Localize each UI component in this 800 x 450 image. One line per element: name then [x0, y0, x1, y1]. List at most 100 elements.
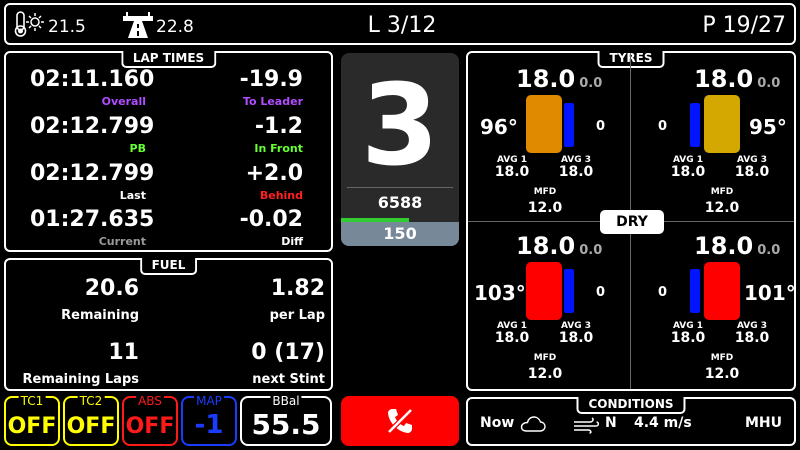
brake-rr-value: 0: [658, 285, 668, 300]
tyre-fr-avg1-label: AVG 1: [672, 155, 704, 165]
brake-balance-value: 55.5: [251, 408, 321, 441]
lap-times-title: LAP TIMES: [120, 51, 217, 68]
tyre-fr-mfd-label: MFD: [710, 187, 734, 197]
to-leader-label: To Leader: [242, 95, 303, 108]
tyre-fr-pressure: 18.0 0.0: [694, 65, 781, 93]
remaining-laps-value: 11: [108, 340, 139, 365]
tyres-panel: TYRES 18.0 0.0 96° 0 AVG 1 18.0 AVG 3 18.…: [466, 51, 796, 391]
fuel-per-lap-label: per Lap: [269, 308, 325, 323]
in-front-gap: -1.2: [254, 114, 303, 139]
top-bar: 21.5 22.8 L 3/12 P 19/27: [4, 3, 796, 45]
tyre-rl-mfd-label: MFD: [533, 353, 557, 363]
session-code: MHU: [744, 415, 782, 431]
brake-balance-label: BBal: [270, 394, 302, 408]
wind-icon: [574, 417, 600, 434]
tc2-value: OFF: [66, 414, 116, 439]
tyre-rr-avg1-value: 18.0: [670, 330, 706, 346]
fuel-remaining-label: Remaining: [61, 308, 139, 323]
fuel-title: FUEL: [139, 258, 198, 275]
tyre-rr-pressure: 18.0 0.0: [694, 232, 781, 260]
phone-off-icon: [386, 407, 414, 435]
tyre-rl-temperature: 103°: [474, 281, 526, 305]
brake-balance-box: BBal 55.5: [240, 394, 332, 446]
tyre-rl-avg3-value: 18.0: [558, 330, 594, 346]
rpm-value: 6588: [377, 193, 423, 212]
tyre-fl-avg1-label: AVG 1: [496, 155, 528, 165]
tyre-fr-mfd-value: 12.0: [704, 200, 740, 216]
radio-button[interactable]: [341, 396, 459, 446]
gear-divider: [347, 187, 453, 188]
conditions-now-label: Now: [480, 415, 515, 431]
tyre-fr-body: [704, 95, 740, 153]
lap-counter: L 3/12: [367, 13, 437, 38]
overall-label: Overall: [101, 95, 146, 108]
brake-rl-indicator: [564, 269, 574, 313]
tyre-rr-avg3-label: AVG 3: [736, 321, 768, 331]
tyre-compound-badge: DRY: [600, 210, 664, 234]
tyre-rl-mfd-value: 12.0: [527, 366, 563, 382]
tyre-rr-body: [704, 262, 740, 320]
tc1-label: TC1: [18, 394, 46, 408]
tyre-fr-avg3-label: AVG 3: [736, 155, 768, 165]
lap-times-panel: LAP TIMES 02:11.160 Overall -19.9 To Lea…: [4, 51, 333, 252]
tyre-rr-avg3-value: 18.0: [734, 330, 770, 346]
last-label: Last: [119, 189, 146, 202]
to-leader-gap: -19.9: [239, 67, 303, 92]
tyre-fr-avg3-value: 18.0: [734, 164, 770, 180]
last-lap-time: 02:12.799: [30, 161, 155, 186]
track-temperature-value: 22.8: [156, 17, 194, 37]
brake-fl-value: 0: [596, 119, 606, 134]
tyre-fl-avg3-value: 18.0: [558, 164, 594, 180]
tyre-rl-avg1-value: 18.0: [494, 330, 530, 346]
tyre-fl-mfd-label: MFD: [533, 187, 557, 197]
tyre-fr-temperature: 95°: [749, 115, 787, 139]
tc1-box: TC1 OFF: [4, 394, 60, 446]
tyre-rl-avg1-label: AVG 1: [496, 321, 528, 331]
rpm-bar: [341, 218, 410, 222]
map-label: MAP: [194, 394, 224, 408]
tyre-rr-temperature: 101°: [744, 281, 796, 305]
tyre-fr-avg1-value: 18.0: [670, 164, 706, 180]
conditions-panel: CONDITIONS Now N 4.4 m/s MHU: [466, 397, 796, 446]
abs-label: ABS: [136, 394, 164, 408]
remaining-laps-label: Remaining Laps: [22, 372, 140, 387]
fuel-per-lap-value: 1.82: [270, 276, 325, 301]
pb-label: PB: [129, 142, 146, 155]
current-lap-time: 01:27.635: [30, 207, 155, 232]
tyre-rr-avg1-label: AVG 1: [672, 321, 704, 331]
tc1-value: OFF: [7, 414, 57, 439]
tyre-fl-body: [526, 95, 562, 153]
tc2-label: TC2: [77, 394, 105, 408]
brake-rr-indicator: [690, 269, 700, 313]
gear-indicator: 3: [361, 61, 439, 191]
next-stint-value: 0 (17): [251, 340, 325, 365]
behind-gap: +2.0: [245, 161, 303, 186]
delta-diff: -0.02: [239, 207, 303, 232]
abs-box: ABS OFF: [122, 394, 178, 446]
speed-value: 150: [341, 222, 459, 246]
tyre-fl-avg3-label: AVG 3: [560, 155, 592, 165]
tyre-fl-pressure: 18.0 0.0: [516, 65, 603, 93]
tyre-fl-avg1-value: 18.0: [494, 164, 530, 180]
current-label: Current: [98, 235, 146, 248]
wind-direction: N: [605, 415, 617, 431]
air-temperature-icon: [14, 11, 44, 37]
tyre-fl-mfd-value: 12.0: [527, 200, 563, 216]
tyre-rl-avg3-label: AVG 3: [560, 321, 592, 331]
track-road-icon: [123, 12, 153, 38]
tc2-box: TC2 OFF: [63, 394, 119, 446]
tyre-rl-body: [526, 262, 562, 320]
brake-fr-indicator: [690, 103, 700, 147]
next-stint-label: next Stint: [252, 372, 325, 387]
behind-label: Behind: [259, 189, 303, 202]
tyre-fl-temperature: 96°: [480, 115, 518, 139]
in-front-label: In Front: [254, 142, 303, 155]
conditions-title: CONDITIONS: [576, 397, 686, 414]
fuel-panel: FUEL 20.6 Remaining 1.82 per Lap 11 Rema…: [4, 258, 333, 391]
abs-value: OFF: [125, 414, 175, 439]
map-box: MAP -1: [181, 394, 237, 446]
tyre-rl-pressure: 18.0 0.0: [516, 232, 603, 260]
brake-fr-value: 0: [658, 119, 668, 134]
fuel-remaining-value: 20.6: [84, 276, 139, 301]
diff-label: Diff: [281, 235, 303, 248]
